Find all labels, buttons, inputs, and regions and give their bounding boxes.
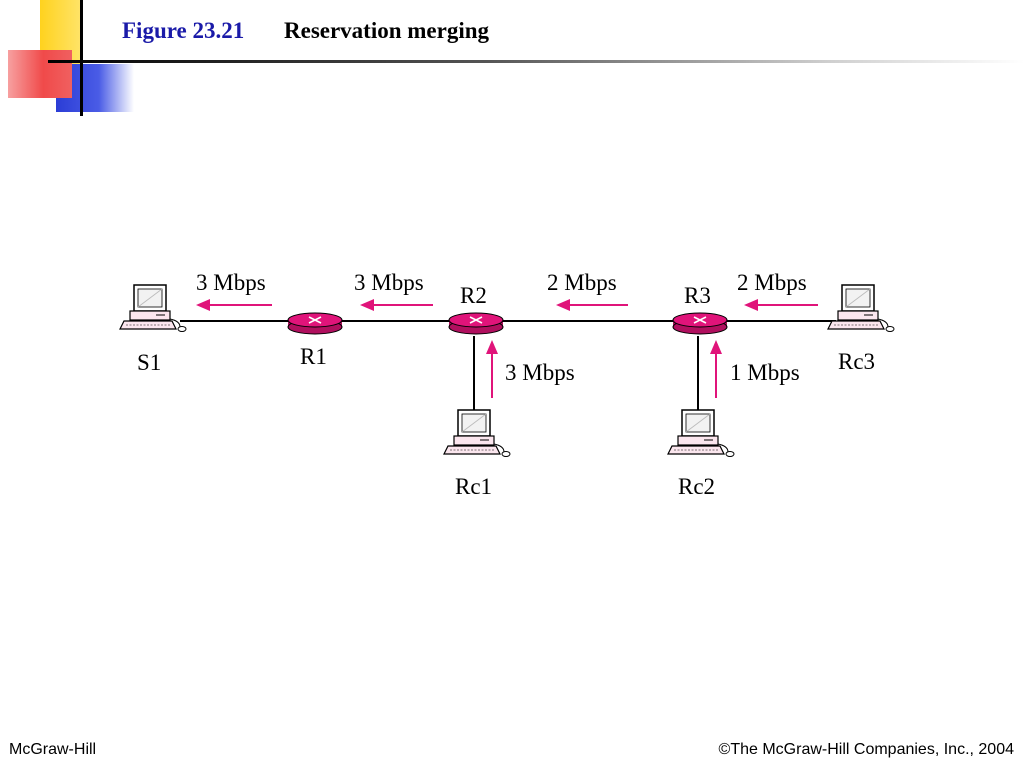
node-label-rc1: Rc1 bbox=[455, 474, 492, 499]
rate-label-r3-r2: 2 Mbps bbox=[547, 270, 617, 295]
node-label-r2: R2 bbox=[460, 283, 487, 308]
rate-label-rc2-r3: 1 Mbps bbox=[730, 360, 800, 385]
host-s1 bbox=[119, 284, 187, 333]
router-r3 bbox=[672, 312, 728, 335]
deco-vertical-rule bbox=[80, 0, 83, 116]
host-rc2 bbox=[667, 409, 735, 458]
deco-red-square bbox=[8, 50, 72, 98]
deco-horizontal-rule bbox=[48, 60, 1024, 63]
node-label-s1: S1 bbox=[137, 350, 161, 375]
node-label-r3: R3 bbox=[684, 283, 711, 308]
node-label-rc3: Rc3 bbox=[838, 349, 875, 374]
footer-publisher: McGraw-Hill bbox=[9, 741, 97, 758]
rate-label-r2-r1: 3 Mbps bbox=[354, 270, 424, 295]
node-label-rc2: Rc2 bbox=[678, 474, 715, 499]
rate-label-r1-s1: 3 Mbps bbox=[196, 270, 266, 295]
footer-copyright: ©The McGraw-Hill Companies, Inc., 2004 bbox=[718, 741, 1014, 758]
rate-label-rc3-r3: 2 Mbps bbox=[737, 270, 807, 295]
figure-number: Figure 23.21 bbox=[122, 18, 245, 43]
router-r1 bbox=[287, 312, 343, 335]
arrow-rc3-to-r3 bbox=[744, 299, 818, 311]
arrow-rc1-to-r2 bbox=[486, 340, 498, 398]
host-rc3 bbox=[827, 284, 895, 333]
host-rc1 bbox=[443, 409, 511, 458]
arrow-r3-to-r2 bbox=[556, 299, 628, 311]
arrow-r2-to-r1 bbox=[360, 299, 433, 311]
node-label-r1: R1 bbox=[300, 344, 327, 369]
arrow-rc2-to-r3 bbox=[710, 340, 722, 398]
arrow-r1-to-s1 bbox=[196, 299, 272, 311]
router-r2 bbox=[448, 312, 504, 335]
rate-label-rc1-r2: 3 Mbps bbox=[505, 360, 575, 385]
slide-title: Reservation merging bbox=[284, 18, 490, 43]
